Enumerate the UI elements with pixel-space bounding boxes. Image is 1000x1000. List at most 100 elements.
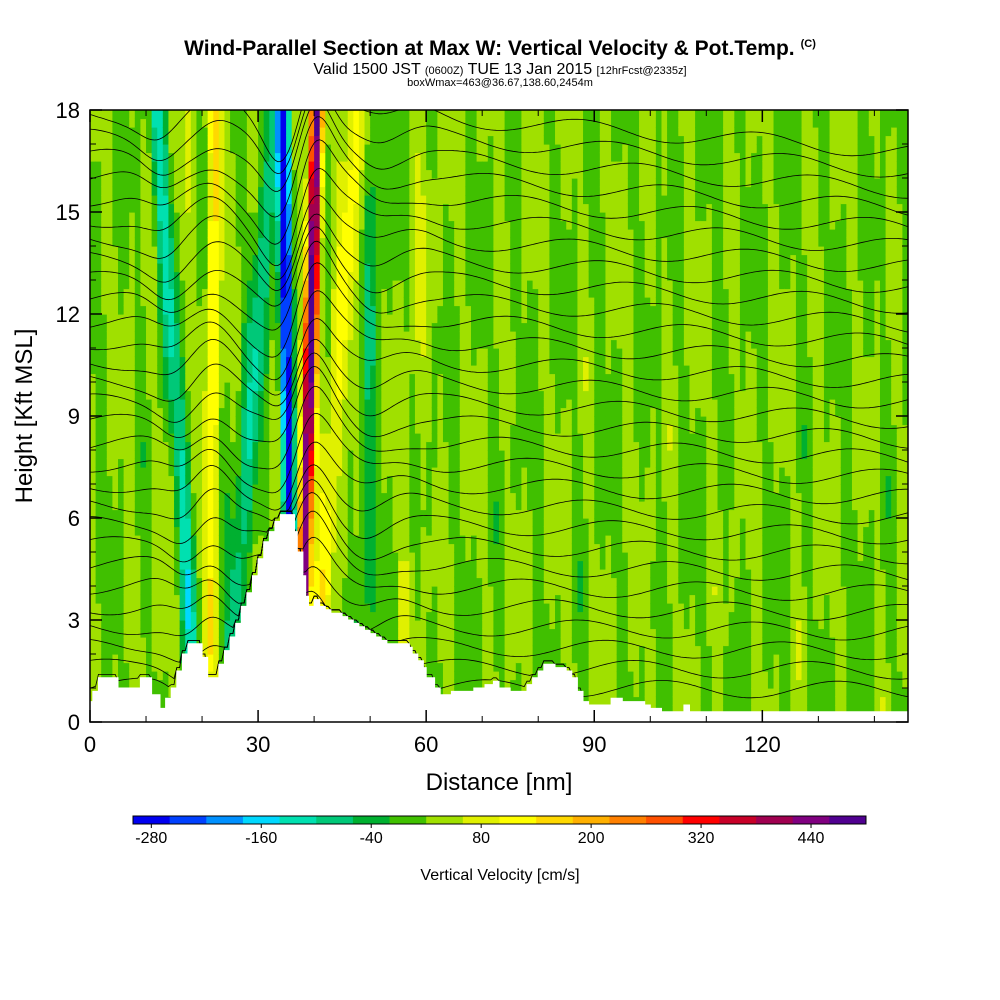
velocity-cell <box>353 314 360 324</box>
velocity-cell <box>235 407 242 417</box>
velocity-cell <box>112 127 119 137</box>
velocity-cell <box>465 297 472 307</box>
velocity-cell <box>314 288 321 298</box>
velocity-cell <box>196 339 203 349</box>
velocity-cell <box>258 484 265 494</box>
velocity-cell <box>90 603 97 613</box>
velocity-cell <box>325 424 332 434</box>
velocity-cell <box>140 254 147 264</box>
velocity-cell <box>95 628 102 638</box>
velocity-cell <box>465 509 472 519</box>
velocity-cell <box>319 280 326 290</box>
velocity-cell <box>196 594 203 604</box>
velocity-cell <box>442 492 450 502</box>
velocity-cell <box>336 220 343 230</box>
velocity-cell <box>398 110 405 120</box>
velocity-cell <box>269 416 276 426</box>
velocity-cell <box>252 382 259 392</box>
velocity-cell <box>426 331 433 341</box>
velocity-cell <box>134 254 142 264</box>
velocity-cell <box>90 203 97 213</box>
velocity-cell <box>106 560 114 570</box>
velocity-cell <box>470 458 478 468</box>
velocity-cell <box>375 203 382 213</box>
velocity-cell <box>314 399 321 409</box>
velocity-cell <box>162 671 170 681</box>
velocity-cell <box>202 365 209 375</box>
velocity-cell <box>146 254 153 264</box>
velocity-cell <box>347 433 354 443</box>
velocity-cell <box>314 339 321 349</box>
velocity-cell <box>353 373 360 383</box>
velocity-cell <box>392 492 399 502</box>
copyright-mark: (C) <box>800 38 816 50</box>
velocity-cell <box>330 543 338 553</box>
velocity-cell <box>314 543 321 553</box>
velocity-cell <box>246 254 254 264</box>
velocity-cell <box>442 305 450 315</box>
velocity-cell <box>190 637 198 647</box>
velocity-cell <box>437 348 444 358</box>
velocity-cell <box>258 254 265 264</box>
velocity-cell <box>370 271 377 281</box>
velocity-cell <box>230 118 237 128</box>
velocity-cell <box>235 526 242 536</box>
velocity-cell <box>213 331 220 341</box>
velocity-cell <box>157 467 164 477</box>
velocity-cell <box>431 212 438 222</box>
velocity-cell <box>398 586 405 596</box>
velocity-cell <box>403 339 410 349</box>
velocity-cell <box>185 467 192 477</box>
velocity-cell <box>162 271 170 281</box>
velocity-cell <box>330 305 338 315</box>
velocity-cell <box>291 297 298 307</box>
velocity-cell <box>375 424 382 434</box>
velocity-cell <box>230 586 237 596</box>
velocity-cell <box>190 467 198 477</box>
velocity-cell <box>403 254 410 264</box>
velocity-cell <box>174 501 181 511</box>
velocity-cell <box>353 441 360 451</box>
velocity-cell <box>112 433 119 443</box>
velocity-cell <box>319 594 326 604</box>
velocity-cell <box>157 195 164 205</box>
velocity-cell <box>140 586 147 596</box>
velocity-cell <box>470 118 478 128</box>
velocity-cell <box>151 280 158 290</box>
velocity-cell <box>336 186 343 196</box>
velocity-cell <box>213 263 220 273</box>
velocity-cell <box>185 246 192 256</box>
velocity-cell <box>431 203 438 213</box>
velocity-cell <box>246 518 254 528</box>
velocity-cell <box>207 297 214 307</box>
velocity-cell <box>409 314 416 324</box>
velocity-cell <box>470 152 478 162</box>
velocity-cell <box>297 535 304 545</box>
velocity-cell <box>174 246 181 256</box>
velocity-cell <box>157 356 164 366</box>
velocity-cell <box>95 348 102 358</box>
velocity-cell <box>381 569 388 579</box>
velocity-cell <box>470 322 478 332</box>
velocity-cell <box>386 161 394 171</box>
velocity-cell <box>286 161 293 171</box>
velocity-cell <box>426 628 433 638</box>
velocity-cell <box>174 118 181 128</box>
velocity-cell <box>196 246 203 256</box>
velocity-cell <box>336 501 343 511</box>
velocity-cell <box>454 611 461 621</box>
velocity-cell <box>302 271 310 281</box>
velocity-cell <box>174 475 181 485</box>
velocity-cell <box>207 314 214 324</box>
velocity-cell <box>269 407 276 417</box>
velocity-cell <box>185 416 192 426</box>
velocity-cell <box>386 305 394 315</box>
velocity-cell <box>224 645 231 655</box>
velocity-cell <box>179 543 186 553</box>
velocity-cell <box>392 390 399 400</box>
velocity-cell <box>146 110 153 120</box>
velocity-cell <box>403 569 410 579</box>
velocity-cell <box>134 203 142 213</box>
velocity-cell <box>123 152 130 162</box>
velocity-cell <box>162 679 170 689</box>
